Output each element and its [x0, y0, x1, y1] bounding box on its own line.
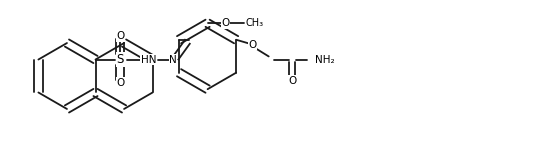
Text: O: O — [116, 31, 124, 41]
Text: S: S — [116, 53, 124, 66]
Text: CH₃: CH₃ — [246, 18, 264, 28]
Text: O: O — [248, 40, 257, 50]
Text: N: N — [169, 55, 177, 64]
Text: O: O — [116, 78, 124, 88]
Text: NH₂: NH₂ — [314, 55, 334, 64]
Text: O: O — [288, 76, 296, 86]
Text: O: O — [222, 18, 230, 28]
Text: HN: HN — [140, 55, 156, 64]
